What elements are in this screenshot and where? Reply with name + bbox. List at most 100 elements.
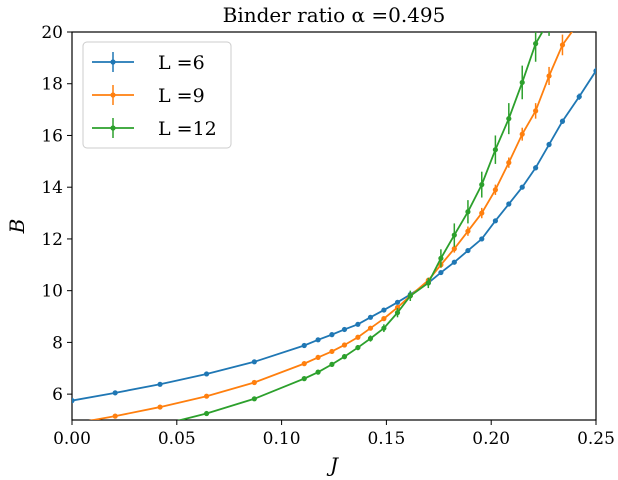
data-point: [492, 187, 498, 193]
data-point: [251, 396, 257, 402]
data-point: [355, 344, 361, 351]
data-point: [546, 73, 552, 79]
data-point: [72, 398, 75, 404]
data-point: [407, 293, 413, 299]
series-3: [157, 0, 565, 428]
data-point: [341, 342, 348, 348]
data-point: [519, 79, 525, 86]
y-tick-label: 6: [52, 385, 63, 405]
x-tick-label: 0.15: [367, 429, 405, 449]
data-point: [546, 141, 552, 148]
legend-box: [82, 41, 232, 149]
data-point: [329, 332, 335, 338]
data-point: [355, 334, 361, 340]
data-point: [492, 218, 498, 224]
series-layer: [72, 0, 596, 428]
y-axis-label: B: [5, 219, 29, 235]
data-point: [560, 0, 565, 4]
data-point: [533, 108, 539, 114]
axis-ticks: 0.00 0.05 0.10 0.15 0.20 0.25 6 8 10 12 14 16 18 20: [41, 23, 615, 449]
data-point: [425, 280, 431, 286]
data-point: [519, 184, 525, 190]
data-point: [315, 369, 321, 375]
data-point: [112, 413, 118, 419]
data-point: [315, 354, 321, 361]
y-tick-label: 16: [41, 126, 63, 146]
data-point: [394, 299, 401, 305]
legend-marker: [110, 125, 116, 131]
data-point: [329, 348, 335, 355]
y-tick-label: 8: [52, 333, 63, 353]
data-point: [546, 18, 551, 23]
data-point: [506, 116, 512, 122]
legend-label: L =6: [158, 52, 205, 74]
data-point: [451, 259, 457, 265]
x-tick-label: 0.05: [158, 429, 196, 449]
x-tick-label: 0.00: [53, 429, 91, 449]
data-point: [394, 304, 401, 311]
x-axis-label: J: [326, 453, 339, 477]
data-point: [315, 337, 321, 343]
data-point: [465, 228, 471, 234]
data-point: [112, 390, 118, 396]
data-point: [301, 361, 307, 367]
data-point: [341, 326, 348, 333]
data-point: [593, 68, 596, 74]
legend-label: L =9: [158, 85, 205, 107]
legend: L =6 L =9 L =12: [82, 41, 232, 149]
data-point: [157, 423, 162, 428]
data-point: [438, 269, 444, 276]
data-point: [367, 314, 374, 320]
data-point: [203, 410, 210, 417]
data-point: [251, 359, 257, 365]
data-point: [251, 379, 257, 386]
data-point: [479, 210, 485, 216]
data-point: [329, 361, 335, 367]
data-point: [465, 209, 471, 215]
data-point: [576, 94, 582, 100]
data-point: [367, 325, 374, 331]
y-tick-label: 18: [41, 75, 63, 95]
data-point: [381, 325, 387, 331]
data-point: [451, 232, 457, 238]
data-point: [506, 160, 512, 166]
data-point: [438, 255, 444, 261]
y-tick-label: 10: [41, 282, 63, 302]
data-point: [301, 376, 307, 382]
data-point: [451, 246, 457, 252]
data-point: [465, 247, 471, 254]
data-point: [381, 316, 387, 322]
x-tick-label: 0.25: [577, 429, 615, 449]
data-point: [577, 19, 582, 24]
data-point: [367, 335, 374, 342]
plot-frame: [71, 31, 597, 421]
x-tick-label: 0.20: [472, 429, 510, 449]
data-point: [533, 41, 539, 47]
data-point: [203, 371, 210, 377]
data-point: [585, 6, 590, 11]
data-point: [157, 381, 163, 387]
data-point: [519, 131, 525, 137]
data-point: [559, 42, 566, 48]
data-point: [381, 307, 387, 313]
data-point: [157, 404, 163, 410]
legend-marker: [110, 59, 116, 65]
data-point: [341, 354, 348, 360]
y-tick-label: 12: [41, 230, 63, 250]
data-point: [355, 321, 361, 327]
x-tick-label: 0.10: [263, 429, 301, 449]
data-point: [506, 201, 512, 207]
data-point: [479, 182, 485, 188]
chart-title: Binder ratio α =0.495: [223, 3, 446, 27]
y-tick-label: 20: [41, 23, 63, 43]
data-point: [479, 236, 485, 242]
legend-marker: [110, 92, 116, 98]
data-point: [301, 342, 307, 349]
y-tick-label: 14: [41, 178, 63, 198]
data-point: [492, 147, 498, 153]
data-point: [394, 310, 401, 316]
legend-label: L =12: [158, 118, 217, 140]
data-point: [203, 393, 210, 399]
data-point: [533, 165, 539, 171]
